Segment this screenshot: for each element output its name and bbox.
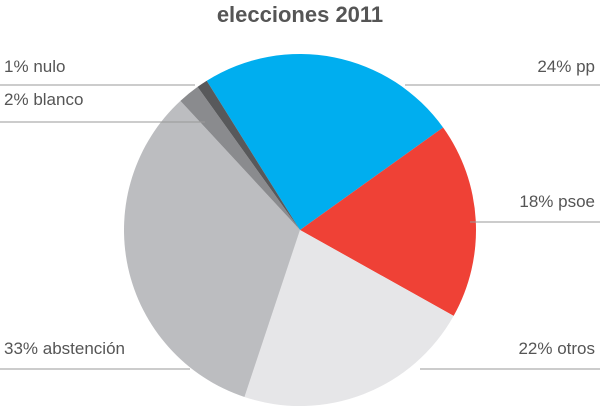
pie-slice bbox=[300, 127, 476, 316]
category-label: abstención bbox=[43, 339, 125, 358]
pie-slice bbox=[244, 230, 454, 406]
value-label: 1% bbox=[4, 57, 29, 76]
pie-slice bbox=[197, 80, 300, 231]
chart-title: elecciones 2011 bbox=[217, 2, 383, 27]
value-label: 22% bbox=[518, 339, 552, 358]
value-label: 18% bbox=[519, 192, 553, 211]
slice-label: 33% abstención bbox=[4, 339, 125, 358]
category-label: pp bbox=[576, 57, 595, 76]
category-label: blanco bbox=[33, 90, 83, 109]
category-label: otros bbox=[557, 339, 595, 358]
value-label: 24% bbox=[537, 57, 571, 76]
pie-slice bbox=[180, 86, 300, 231]
value-label: 2% bbox=[4, 90, 29, 109]
slice-label: 2% blanco bbox=[4, 90, 83, 109]
slice-label: 1% nulo bbox=[4, 57, 65, 76]
value-label: 33% bbox=[4, 339, 38, 358]
slice-label: 22% otros bbox=[518, 339, 595, 358]
category-label: psoe bbox=[558, 192, 595, 211]
category-label: nulo bbox=[33, 57, 65, 76]
pie-slice bbox=[206, 54, 444, 230]
slice-label: 18% psoe bbox=[519, 192, 595, 211]
slice-label: 24% pp bbox=[537, 57, 595, 76]
pie-slice bbox=[123, 100, 300, 398]
